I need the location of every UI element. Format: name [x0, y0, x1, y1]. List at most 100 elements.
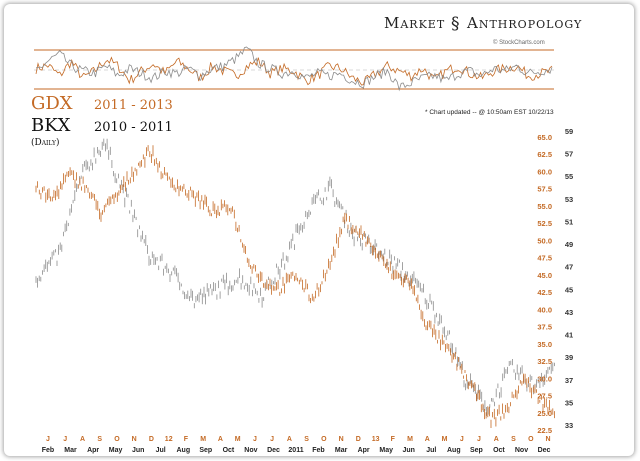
- x-tick-bottom: Dec: [267, 447, 280, 454]
- brand-right: Anthropology: [466, 14, 582, 32]
- x-tick-top: F: [184, 436, 189, 443]
- osc-line-1: [35, 56, 553, 86]
- x-tick-top: A: [425, 436, 430, 443]
- x-tick-bottom: Apr: [358, 447, 370, 454]
- right-axis-tick: 55: [565, 172, 573, 181]
- x-tick-top: J: [460, 436, 464, 443]
- x-tick-bottom: Feb: [42, 447, 54, 454]
- x-tick-bottom: Jul: [156, 447, 166, 454]
- x-tick-top: J: [253, 436, 257, 443]
- oscillator-panel: [34, 46, 554, 92]
- x-tick-top: M: [407, 436, 413, 443]
- brand-left: Market: [384, 14, 445, 32]
- x-tick-top: D: [356, 436, 361, 443]
- x-tick-top: M: [235, 436, 241, 443]
- x-tick-bottom: 2011: [288, 447, 303, 454]
- left-axis-tick: 52.5: [537, 219, 552, 228]
- x-tick-bottom: Jul: [426, 447, 436, 454]
- left-axis-tick: 45.0: [537, 271, 552, 280]
- right-axis-tick: 43: [565, 308, 573, 317]
- left-axis-tick: 30.0: [537, 374, 552, 383]
- right-axis-tick: 33: [565, 421, 573, 430]
- x-tick-top: A: [287, 436, 292, 443]
- x-tick-bottom: Mar: [64, 447, 77, 454]
- x-tick-bottom: May: [109, 447, 123, 454]
- left-axis: 65.0 62.5 60.0 57.5 55.0 52.5 50.0 47.5 45.0 42.5…: [537, 133, 552, 435]
- right-axis-tick: 35: [565, 398, 573, 407]
- x-tick-top: A: [218, 436, 223, 443]
- right-axis: 59 57 55 53 51 49 47 45 43 41 39 37 35 33: [565, 127, 573, 430]
- left-axis-tick: 47.5: [537, 254, 552, 263]
- osc-line-2: [35, 46, 553, 92]
- left-axis-tick: 50.0: [537, 236, 552, 245]
- legend-bkx-years: 2010 - 2011: [94, 120, 173, 135]
- right-axis-tick: 47: [565, 263, 573, 272]
- right-axis-tick: 39: [565, 353, 573, 362]
- brand-symbol-icon: §: [451, 14, 460, 34]
- x-tick-top: N: [132, 436, 137, 443]
- right-axis-tick: 37: [565, 376, 573, 385]
- x-tick-top: M: [200, 436, 206, 443]
- left-axis-tick: 65.0: [537, 133, 552, 142]
- left-axis-tick: 40.0: [537, 305, 552, 314]
- x-tick-top: J: [63, 436, 67, 443]
- left-axis-tick: 60.0: [537, 168, 552, 177]
- x-tick-bottom: Oct: [493, 447, 505, 454]
- x-tick-top: F: [391, 436, 396, 443]
- x-tick-bottom: Aug: [176, 447, 190, 454]
- right-axis-tick: 51: [565, 218, 573, 227]
- x-tick-bottom: Oct: [223, 447, 235, 454]
- legend-gdx-years: 2011 - 2013: [94, 98, 173, 113]
- left-axis-tick: 27.5: [537, 392, 552, 401]
- x-tick-top: S: [511, 436, 516, 443]
- bkx-series: [35, 138, 555, 416]
- x-tick-bottom: Apr: [87, 447, 99, 454]
- x-tick-top: J: [46, 436, 50, 443]
- x-tick-top: O: [321, 436, 327, 443]
- x-tick-top: J: [270, 436, 274, 443]
- left-axis-tick: 55.0: [537, 202, 552, 211]
- x-tick-bottom: Nov: [515, 447, 528, 454]
- x-tick-top: O: [114, 436, 120, 443]
- x-tick-top: A: [494, 436, 499, 443]
- right-axis-tick: 59: [565, 127, 573, 136]
- x-tick-top: O: [528, 436, 534, 443]
- x-tick-top: N: [339, 436, 344, 443]
- gdx-series: [35, 145, 555, 428]
- x-tick-bottom: Jun: [402, 447, 414, 454]
- right-axis-tick: 41: [565, 331, 573, 340]
- chart-canvas: Market § Anthropology © StockCharts.com …: [31, 14, 582, 454]
- left-axis-tick: 57.5: [537, 185, 552, 194]
- right-axis-tick: 45: [565, 285, 573, 294]
- x-tick-bottom: Nov: [244, 447, 257, 454]
- right-axis-tick: 57: [565, 150, 573, 159]
- legend-bkx-name: BKX: [31, 115, 71, 136]
- x-tick-bottom: Jun: [132, 447, 144, 454]
- x-tick-top: S: [97, 436, 102, 443]
- right-axis-tick: 49: [565, 240, 573, 249]
- chart-frame: Market § Anthropology © StockCharts.com …: [4, 4, 634, 456]
- legend-gdx-name: GDX: [31, 93, 73, 114]
- left-axis-tick: 25.0: [537, 409, 552, 418]
- left-axis-tick: 42.5: [537, 288, 552, 297]
- x-tick-bottom: Sep: [199, 447, 212, 454]
- x-tick-top: M: [442, 436, 448, 443]
- x-tick-bottom: Mar: [335, 447, 348, 454]
- left-axis-tick: 22.5: [537, 426, 552, 435]
- x-tick-top: 13: [372, 436, 380, 443]
- x-tick-top: 12: [165, 436, 173, 443]
- credit-text: © StockCharts.com: [493, 39, 545, 46]
- left-axis-tick: 32.5: [537, 357, 552, 366]
- x-tick-bottom: Aug: [447, 447, 461, 454]
- x-tick-bottom: Dec: [538, 447, 551, 454]
- update-note: * Chart updated -- @ 10:50am EST 10/22/1…: [425, 109, 554, 116]
- x-tick-top: J: [477, 436, 481, 443]
- x-tick-top: D: [149, 436, 154, 443]
- right-axis-tick: 53: [565, 195, 573, 204]
- x-axis-bottom: Feb Mar Apr May Jun Jul Aug Sep Oct Nov Dec 2011 Feb…: [42, 447, 551, 454]
- x-tick-top: S: [304, 436, 309, 443]
- x-tick-top: N: [545, 436, 550, 443]
- x-tick-bottom: Sep: [470, 447, 483, 454]
- left-axis-tick: 35.0: [537, 340, 552, 349]
- legend-frequency: (Daily): [31, 137, 60, 148]
